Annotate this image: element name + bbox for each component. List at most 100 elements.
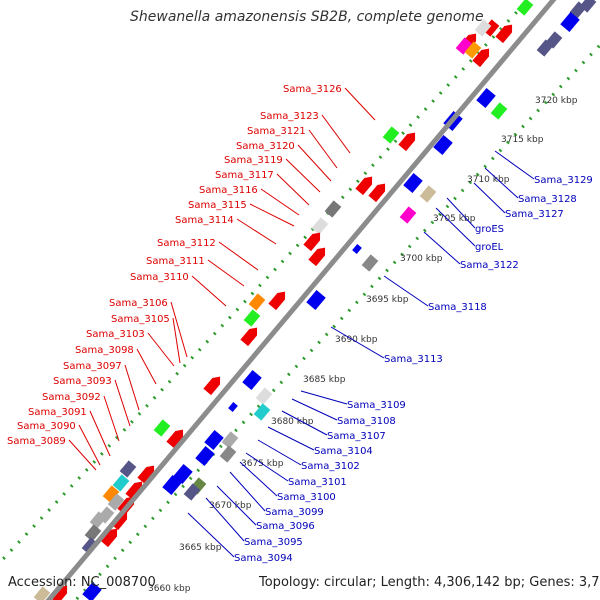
gene-feature (398, 132, 416, 152)
gene-label-right[interactable]: Sama_3102 (301, 461, 360, 472)
accession-text: Accession: NC_008700 (8, 575, 156, 590)
leader-line (383, 275, 429, 307)
gene-label-right[interactable]: Sama_3095 (244, 537, 303, 548)
leader-line (218, 241, 259, 271)
gene-label-right[interactable]: Sama_3118 (428, 302, 487, 313)
gene-label-left[interactable]: Sama_3092 (42, 392, 101, 403)
kbp-tick-label: 3665 kbp (179, 543, 222, 553)
gene-label-left[interactable]: Sama_3112 (157, 238, 216, 249)
gene-label-left[interactable]: Sama_3116 (199, 185, 258, 196)
kbp-tick-label: 3680 kbp (271, 417, 314, 427)
gene-label-right[interactable]: Sama_3129 (534, 175, 593, 186)
kbp-tick-label: 3660 kbp (148, 584, 191, 594)
gene-feature (545, 31, 563, 49)
gene-feature (153, 419, 171, 437)
gene-label-right[interactable]: Sama_3104 (314, 446, 373, 457)
gene-label-right[interactable]: Sama_3109 (347, 400, 406, 411)
leader-line (308, 129, 338, 169)
gene-features (33, 0, 597, 600)
gene-feature (495, 24, 513, 44)
gene-label-right[interactable]: Sama_3128 (518, 194, 577, 205)
gene-label-right[interactable]: Sama_3127 (505, 209, 564, 220)
gene-label-left[interactable]: Sama_3119 (224, 155, 283, 166)
gene-label-right[interactable]: Sama_3096 (256, 521, 315, 532)
leader-line (423, 231, 461, 265)
gene-label-left[interactable]: Sama_3115 (188, 200, 247, 211)
gene-feature (355, 176, 373, 196)
leader-line (124, 364, 140, 411)
gene-feature (219, 445, 237, 463)
kbp-tick-label: 3670 kbp (209, 501, 252, 511)
gene-label-left[interactable]: Sama_3090 (17, 421, 76, 432)
leader-line (267, 426, 315, 451)
gene-feature (474, 19, 492, 37)
leader-line (484, 167, 519, 199)
gene-feature (306, 290, 326, 310)
gene-feature (308, 247, 326, 267)
leader-line (435, 207, 476, 247)
gene-label-right[interactable]: Sama_3094 (234, 553, 293, 564)
gene-label-left[interactable]: Sama_3120 (236, 141, 295, 152)
gene-label-left[interactable]: Sama_3097 (63, 361, 122, 372)
gene-feature (311, 217, 329, 235)
gene-label-right[interactable]: Sama_3099 (265, 507, 324, 518)
leader-line (291, 398, 338, 421)
leader-line (330, 326, 385, 359)
gene-label-left[interactable]: Sama_3117 (215, 170, 274, 181)
gene-label-left[interactable]: Sama_3121 (247, 126, 306, 137)
gene-feature (100, 528, 118, 548)
gene-label-right[interactable]: Sama_3113 (384, 354, 443, 365)
gene-feature (490, 102, 508, 120)
gene-label-left[interactable]: Sama_3126 (283, 84, 342, 95)
gene-label-left[interactable]: Sama_3110 (130, 272, 189, 283)
gene-label-left[interactable]: Sama_3098 (75, 345, 134, 356)
gene-label-right[interactable]: groEL (475, 242, 504, 253)
leader-line (68, 439, 97, 471)
gene-feature (112, 474, 130, 492)
gene-feature (248, 293, 266, 311)
gene-label-right[interactable]: Sama_3122 (460, 260, 519, 271)
leader-line (216, 485, 257, 526)
gene-label-left[interactable]: Sama_3106 (109, 298, 168, 309)
gene-feature (166, 429, 184, 449)
gene-feature (579, 0, 597, 13)
gene-feature (560, 12, 580, 32)
gene-label-right[interactable]: Sama_3107 (327, 431, 386, 442)
gene-feature (97, 506, 115, 524)
gene-label-left[interactable]: Sama_3105 (111, 314, 170, 325)
gene-label-left[interactable]: Sama_3091 (28, 407, 87, 418)
kbp-tick-label: 3720 kbp (535, 96, 578, 106)
gene-feature (303, 232, 321, 252)
gene-label-left[interactable]: Sama_3111 (146, 256, 205, 267)
gene-feature (107, 493, 125, 511)
leader-line (207, 259, 245, 287)
gene-feature (399, 206, 417, 224)
leader-line (321, 114, 351, 154)
gene-feature (455, 37, 473, 55)
gene-label-right[interactable]: Sama_3100 (277, 492, 336, 503)
genome-backbone (45, 0, 557, 600)
gene-label-right[interactable]: Sama_3108 (337, 416, 396, 427)
leader-line (170, 301, 188, 358)
gene-label-left[interactable]: Sama_3114 (175, 215, 234, 226)
gene-label-right[interactable]: groES (475, 224, 504, 235)
gene-label-left[interactable]: Sama_3103 (86, 329, 145, 340)
gene-feature (516, 0, 534, 16)
gene-feature (242, 370, 262, 390)
gene-feature (228, 402, 238, 412)
gene-feature (403, 173, 423, 193)
gene-label-left[interactable]: Sama_3093 (53, 376, 112, 387)
leader-line (103, 395, 120, 442)
gene-label-right[interactable]: Sama_3101 (288, 477, 347, 488)
gene-label-left[interactable]: Sama_3089 (7, 436, 66, 447)
leader-line (285, 158, 321, 193)
gene-feature (240, 327, 258, 347)
gene-label-left[interactable]: Sama_3123 (260, 111, 319, 122)
genome-title: Shewanella amazonensis SB2B, complete ge… (130, 9, 484, 25)
kbp-tick-label: 3710 kbp (467, 175, 510, 185)
leader-line (229, 471, 266, 512)
gene-feature (204, 430, 224, 450)
gene-feature (33, 586, 51, 600)
